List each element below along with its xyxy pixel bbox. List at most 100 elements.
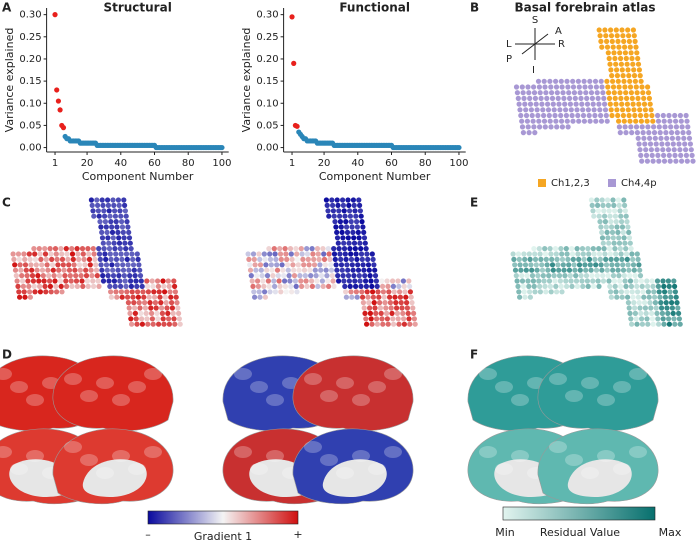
atlas-dot bbox=[518, 112, 524, 119]
atlas-dot bbox=[62, 273, 68, 279]
atlas-dot bbox=[628, 283, 635, 289]
y-tick-label: 0.05 bbox=[256, 120, 278, 131]
atlas-dot bbox=[525, 124, 531, 130]
atlas-dot bbox=[43, 289, 49, 295]
atlas-dot bbox=[580, 283, 586, 289]
atlas-dot bbox=[616, 84, 622, 90]
cortex-patch bbox=[384, 368, 402, 380]
atlas-dot bbox=[369, 321, 375, 327]
atlas-dot bbox=[543, 289, 549, 295]
atlas-dot bbox=[675, 305, 681, 311]
atlas-dot bbox=[384, 278, 390, 284]
atlas-dot bbox=[280, 267, 286, 273]
atlas-dot bbox=[89, 202, 95, 208]
chart-title: Structural bbox=[103, 1, 171, 15]
atlas-dot bbox=[137, 267, 143, 273]
atlas-dot bbox=[538, 95, 544, 101]
atlas-dot bbox=[608, 107, 614, 113]
atlas-dot bbox=[336, 278, 342, 284]
atlas-dot bbox=[675, 135, 681, 141]
atlas-dot bbox=[680, 130, 686, 136]
atlas-dot bbox=[536, 118, 542, 124]
atlas-dot bbox=[91, 213, 97, 219]
atlas-dot bbox=[610, 273, 617, 279]
atlas-dot bbox=[74, 246, 80, 252]
atlas-dot bbox=[600, 202, 606, 208]
atlas-dot bbox=[672, 289, 679, 295]
atlas-dot bbox=[587, 118, 593, 124]
atlas-dot bbox=[304, 251, 311, 257]
atlas-dot bbox=[351, 273, 357, 279]
cortex-patch bbox=[144, 446, 162, 458]
atlas-dot bbox=[624, 95, 630, 101]
atlas-dot bbox=[654, 310, 660, 316]
atlas-dot bbox=[80, 251, 86, 257]
atlas-dot bbox=[159, 305, 165, 311]
atlas-dot bbox=[297, 273, 303, 279]
atlas-dot bbox=[356, 235, 362, 241]
atlas-dot bbox=[247, 262, 253, 268]
atlas-dot bbox=[661, 321, 667, 327]
atlas-dot bbox=[550, 267, 556, 273]
atlas-dot bbox=[371, 262, 377, 268]
atlas-dot bbox=[514, 278, 520, 284]
atlas-dot bbox=[267, 256, 274, 262]
cortex-patch bbox=[511, 450, 529, 462]
atlas-dot bbox=[587, 262, 593, 268]
atlas-dot bbox=[277, 246, 283, 252]
atlas-dot bbox=[327, 256, 333, 262]
atlas-dot bbox=[546, 112, 552, 119]
atlas-dot bbox=[615, 267, 621, 273]
atlas-dot bbox=[96, 283, 102, 289]
atlas-dot bbox=[117, 208, 123, 214]
point bbox=[54, 87, 60, 93]
atlas-dot bbox=[672, 321, 678, 327]
atlas-dot bbox=[667, 158, 673, 164]
atlas-dot bbox=[617, 130, 623, 136]
atlas-dot bbox=[96, 213, 102, 219]
atlas-dot bbox=[59, 289, 65, 295]
atlas-dot bbox=[662, 289, 668, 295]
atlas-dot bbox=[663, 130, 669, 136]
atlas-dot bbox=[638, 118, 645, 124]
atlas-dot bbox=[614, 33, 620, 39]
atlas-dot bbox=[318, 273, 325, 279]
atlas-dot bbox=[256, 251, 262, 257]
atlas-dot bbox=[536, 246, 542, 252]
atlas-dot bbox=[624, 61, 630, 67]
atlas-dot bbox=[608, 289, 614, 295]
atlas-dot bbox=[637, 305, 643, 311]
atlas-dot bbox=[608, 33, 615, 39]
atlas-dot bbox=[82, 262, 88, 268]
atlas-dot bbox=[108, 294, 114, 300]
atlas-dot bbox=[649, 316, 656, 322]
atlas-dot bbox=[264, 273, 271, 279]
atlas-dot bbox=[667, 118, 673, 124]
atlas-dot bbox=[340, 235, 346, 241]
atlas-dot bbox=[308, 273, 314, 279]
axis-pa bbox=[521, 33, 549, 55]
atlas-dot bbox=[134, 251, 140, 257]
atlas-dot bbox=[669, 135, 676, 141]
colorbar-max: Max bbox=[659, 526, 682, 539]
atlas-dot bbox=[98, 224, 104, 230]
atlas-dot bbox=[372, 273, 379, 279]
atlas-dot bbox=[106, 246, 113, 252]
atlas-dot bbox=[254, 273, 260, 279]
atlas-dot bbox=[40, 273, 46, 279]
atlas-dot bbox=[607, 251, 613, 257]
atlas-dot bbox=[605, 202, 612, 208]
atlas-dot bbox=[626, 229, 632, 235]
cortex-patch bbox=[112, 394, 130, 406]
atlas-dot bbox=[346, 202, 352, 208]
atlas-dot bbox=[345, 267, 351, 273]
atlas-dot bbox=[255, 283, 261, 289]
atlas-dot bbox=[402, 289, 408, 295]
atlas-dot bbox=[676, 141, 682, 147]
atlas-dot bbox=[122, 240, 128, 246]
atlas-dot bbox=[608, 27, 614, 33]
atlas-dot bbox=[616, 202, 622, 208]
cortex-patch bbox=[581, 377, 599, 389]
atlas-dot bbox=[83, 273, 90, 279]
